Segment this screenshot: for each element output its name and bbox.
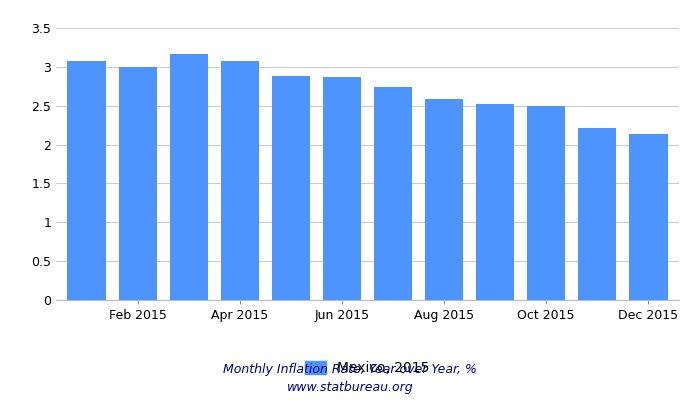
Text: www.statbureau.org: www.statbureau.org [287,382,413,394]
Bar [629,134,668,300]
Bar [220,61,259,300]
Text: Monthly Inflation Rate, Year over Year, %: Monthly Inflation Rate, Year over Year, … [223,364,477,376]
Bar [476,104,514,300]
Bar [169,54,208,300]
Bar [425,99,463,300]
Bar [67,62,106,300]
Bar [118,67,157,300]
Bar [272,76,310,300]
Legend: Mexico, 2015: Mexico, 2015 [300,356,435,381]
Bar [374,87,412,300]
Bar [323,77,361,300]
Bar [578,128,617,300]
Bar [527,106,566,300]
